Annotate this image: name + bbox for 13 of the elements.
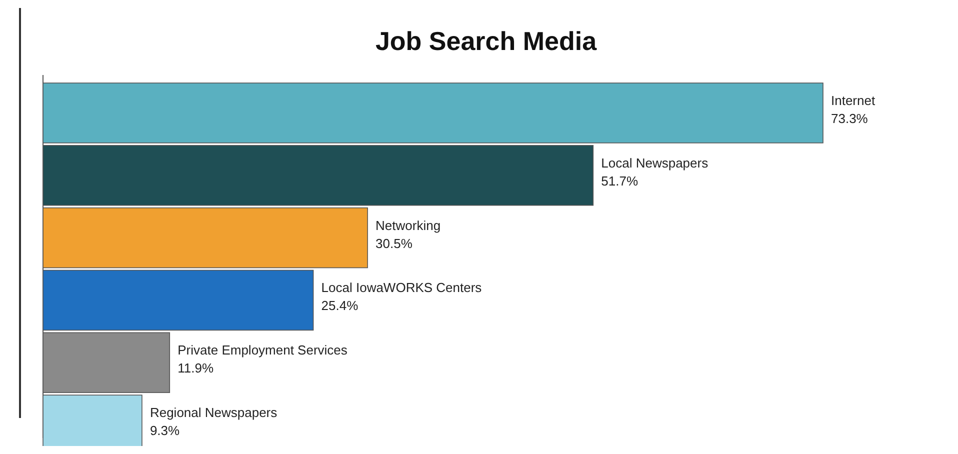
data-label: 51.7% <box>601 173 638 188</box>
chart-title: Job Search Media <box>375 26 598 56</box>
data-label: 25.4% <box>321 298 359 314</box>
data-label: 11.9% <box>178 360 214 376</box>
y-tick-label: Regional Newspapers <box>150 405 278 420</box>
y-tick-label: Local IowaWORKS Centers <box>321 280 482 296</box>
y-tick-label: Internet <box>831 93 876 108</box>
data-label: 30.5% <box>376 236 413 251</box>
data-label: 9.3% <box>150 423 180 438</box>
y-tick-label: Networking <box>376 218 441 233</box>
y-tick-label: Private Employment Services <box>178 342 348 358</box>
data-label: 73.3% <box>831 111 868 126</box>
y-tick-label: Local Newspapers <box>601 155 709 170</box>
